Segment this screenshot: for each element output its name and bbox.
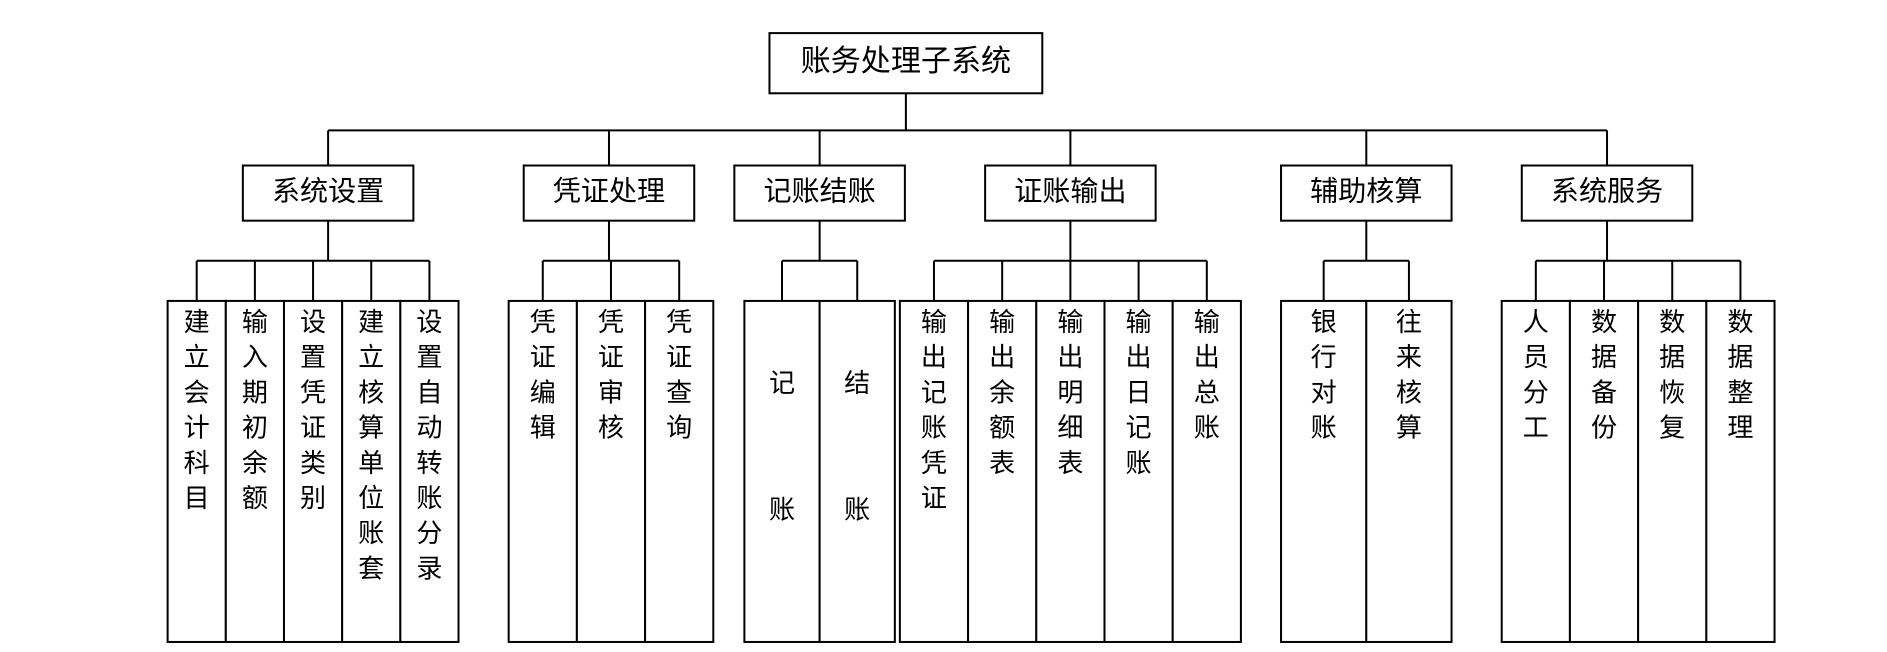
leaf-m6-2: 数据备份: [1570, 301, 1638, 642]
module-2-label: 凭证处理: [553, 176, 665, 208]
leaf-m1-1: 建立会计科目: [168, 301, 226, 642]
leaf-m4-3-label: 输出明细表: [1057, 308, 1083, 478]
module-5-label: 辅助核算: [1310, 176, 1422, 208]
module-4: 证账输出: [985, 166, 1156, 221]
module-2: 凭证处理: [524, 166, 695, 221]
leaf-m5-2: 往来核算: [1366, 301, 1451, 642]
root-node: 账务处理子系统: [769, 33, 1042, 93]
leaf-m1-3: 设置凭证类别: [284, 301, 342, 642]
leaf-m4-2: 输出余额表: [968, 301, 1036, 642]
leaf-m4-2-label: 输出余额表: [989, 308, 1015, 478]
leaf-m4-1: 输出记账凭证: [900, 301, 968, 642]
leaf-m6-4: 数据整理: [1706, 301, 1774, 642]
leaf-m1-2: 输入期初余额: [226, 301, 284, 642]
leaf-m2-2: 凭证审核: [577, 301, 645, 642]
leaf-m4-4-label: 输出日记账: [1126, 308, 1152, 478]
module-6-label: 系统服务: [1551, 176, 1663, 208]
leaf-m4-4: 输出日记账: [1104, 301, 1172, 642]
module-1-label: 系统设置: [272, 176, 384, 208]
leaf-m1-4: 建立核算单位账套: [342, 301, 400, 642]
org-tree-diagram: 账务处理子系统系统设置建立会计科目输入期初余额设置凭证类别建立核算单位账套设置自…: [0, 0, 1887, 652]
module-3-label: 记账结账: [763, 176, 875, 208]
module-6: 系统服务: [1522, 166, 1693, 221]
leaf-m6-1: 人员分工: [1502, 301, 1570, 642]
leaf-m2-1: 凭证编辑: [509, 301, 577, 642]
module-3: 记账结账: [734, 166, 905, 221]
root-node-label: 账务处理子系统: [801, 44, 1012, 78]
module-4-label: 证账输出: [1014, 176, 1126, 208]
module-1: 系统设置: [243, 166, 414, 221]
leaf-m4-5: 输出总账: [1173, 301, 1241, 642]
leaf-m4-3: 输出明细表: [1036, 301, 1104, 642]
leaf-m6-3: 数据恢复: [1638, 301, 1706, 642]
leaf-m1-5: 设置自动转账分录: [400, 301, 458, 642]
leaf-m5-1: 银行对账: [1281, 301, 1366, 642]
leaf-m3-2: 结账: [820, 301, 895, 642]
leaf-m2-3: 凭证查询: [645, 301, 713, 642]
module-5: 辅助核算: [1281, 166, 1452, 221]
leaf-m3-1: 记账: [744, 301, 819, 642]
